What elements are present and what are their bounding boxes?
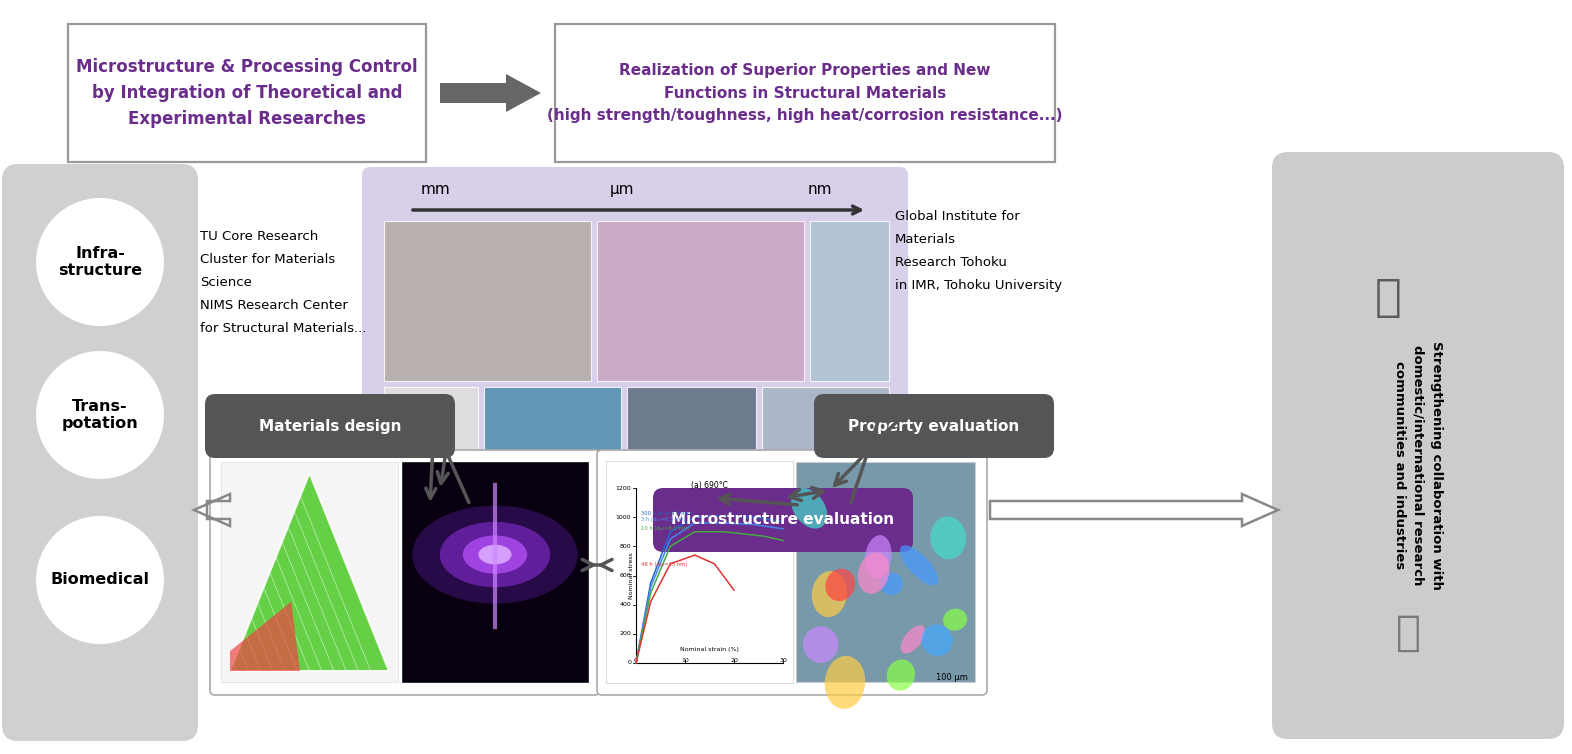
Ellipse shape <box>901 625 926 654</box>
Text: 600: 600 <box>619 573 630 578</box>
Text: 🗾: 🗾 <box>1374 277 1401 320</box>
Polygon shape <box>193 494 230 526</box>
Ellipse shape <box>921 624 953 656</box>
Text: 30: 30 <box>780 658 788 663</box>
FancyBboxPatch shape <box>762 387 890 481</box>
Ellipse shape <box>412 505 578 604</box>
Ellipse shape <box>865 535 891 578</box>
Text: 10: 10 <box>681 658 689 663</box>
FancyBboxPatch shape <box>384 221 591 381</box>
Text: TU Core Research
Cluster for Materials
Science
NIMS Research Center
for Structur: TU Core Research Cluster for Materials S… <box>200 230 366 335</box>
FancyBboxPatch shape <box>402 462 588 682</box>
FancyBboxPatch shape <box>597 221 803 381</box>
FancyBboxPatch shape <box>362 167 909 508</box>
Text: Realization of Superior Properties and New
Functions in Structural Materials
(hi: Realization of Superior Properties and N… <box>547 63 1063 123</box>
Text: (a) 690°C: (a) 690°C <box>692 481 728 490</box>
Text: Microstructure evaluation: Microstructure evaluation <box>671 513 894 528</box>
Text: 1000: 1000 <box>616 515 630 520</box>
FancyBboxPatch shape <box>652 488 913 552</box>
FancyBboxPatch shape <box>384 387 478 481</box>
Ellipse shape <box>36 351 163 479</box>
Text: mm: mm <box>420 182 450 197</box>
Text: Property evaluation: Property evaluation <box>849 418 1020 434</box>
Ellipse shape <box>36 516 163 644</box>
FancyBboxPatch shape <box>222 462 398 682</box>
Text: 1200: 1200 <box>615 486 630 491</box>
Text: Global Institute for
Materials
Research Tohoku
in IMR, Tohoku University: Global Institute for Materials Research … <box>894 210 1063 292</box>
FancyBboxPatch shape <box>2 164 198 741</box>
Text: 400: 400 <box>619 602 630 607</box>
FancyBboxPatch shape <box>204 394 454 458</box>
Polygon shape <box>440 74 541 112</box>
Ellipse shape <box>478 544 511 565</box>
Ellipse shape <box>791 488 827 529</box>
Ellipse shape <box>931 516 967 559</box>
Ellipse shape <box>825 569 855 601</box>
FancyBboxPatch shape <box>1272 152 1564 739</box>
Ellipse shape <box>825 656 865 709</box>
Ellipse shape <box>880 572 902 595</box>
FancyBboxPatch shape <box>597 450 987 695</box>
Ellipse shape <box>803 627 838 663</box>
Ellipse shape <box>887 660 915 691</box>
Text: Microstructure & Processing Control
by Integration of Theoretical and
Experiment: Microstructure & Processing Control by I… <box>75 57 418 128</box>
Text: Nominal stress: Nominal stress <box>629 552 634 599</box>
Polygon shape <box>990 494 1278 526</box>
Text: μm: μm <box>610 182 634 197</box>
Ellipse shape <box>36 198 163 326</box>
Text: Infra-
structure: Infra- structure <box>58 246 141 278</box>
FancyBboxPatch shape <box>627 387 756 481</box>
Ellipse shape <box>858 553 890 594</box>
FancyBboxPatch shape <box>795 462 975 682</box>
FancyBboxPatch shape <box>68 24 426 162</box>
FancyBboxPatch shape <box>211 450 601 695</box>
Polygon shape <box>230 473 388 671</box>
Text: 100 μm: 100 μm <box>935 673 968 682</box>
Text: 48 h (dₒ₀=13 nm): 48 h (dₒ₀=13 nm) <box>641 562 687 567</box>
Text: 🌍: 🌍 <box>1396 612 1421 654</box>
Text: 0: 0 <box>627 661 630 666</box>
Text: 20: 20 <box>729 658 737 663</box>
Text: nm: nm <box>808 182 832 197</box>
Text: Trans-
potation: Trans- potation <box>61 399 138 431</box>
FancyBboxPatch shape <box>605 461 792 683</box>
Text: Biomedical: Biomedical <box>50 572 149 587</box>
FancyBboxPatch shape <box>814 394 1053 458</box>
FancyBboxPatch shape <box>555 24 1055 162</box>
Ellipse shape <box>943 608 967 630</box>
Text: Materials design: Materials design <box>259 418 401 434</box>
Text: Strengthening collaboration with
domestic/international research
communities and: Strengthening collaboration with domesti… <box>1393 341 1443 590</box>
Polygon shape <box>230 602 300 671</box>
Ellipse shape <box>440 522 550 587</box>
Text: 3 h (dₒ₀=6.5 nm): 3 h (dₒ₀=6.5 nm) <box>641 517 685 522</box>
Ellipse shape <box>899 545 938 585</box>
Ellipse shape <box>811 571 847 618</box>
Text: Nominal strain (%): Nominal strain (%) <box>681 647 739 652</box>
Ellipse shape <box>462 535 527 574</box>
Text: 0: 0 <box>634 658 638 663</box>
FancyBboxPatch shape <box>484 387 621 481</box>
Text: 300 s (dₒ₀=4.5 nm): 300 s (dₒ₀=4.5 nm) <box>641 511 692 516</box>
Text: 800: 800 <box>619 544 630 549</box>
Text: 200: 200 <box>619 631 630 636</box>
FancyBboxPatch shape <box>810 221 890 381</box>
Text: 10 h (dₒ₀=8.0 nm): 10 h (dₒ₀=8.0 nm) <box>641 526 689 531</box>
